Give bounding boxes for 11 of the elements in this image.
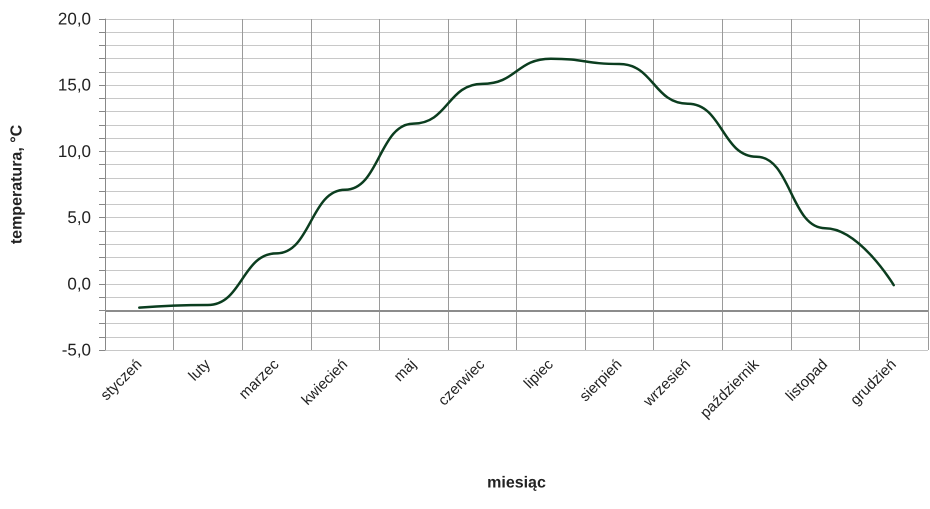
x-axis-title: miesiąc (487, 474, 546, 492)
y-tick-label: -5,0 (62, 340, 91, 360)
y-axis-title: temperatura, °C (8, 124, 26, 244)
y-tick-label: 20,0 (58, 10, 91, 28)
line-series (138, 57, 895, 309)
y-tick-label: 15,0 (58, 76, 91, 95)
y-tick-label: 5,0 (67, 208, 91, 228)
x-tick-label: luty (185, 356, 214, 385)
y-tick-label: 10,0 (58, 142, 91, 161)
x-tick-label: maj (390, 356, 420, 386)
y-tick-label: 0,0 (67, 274, 91, 294)
